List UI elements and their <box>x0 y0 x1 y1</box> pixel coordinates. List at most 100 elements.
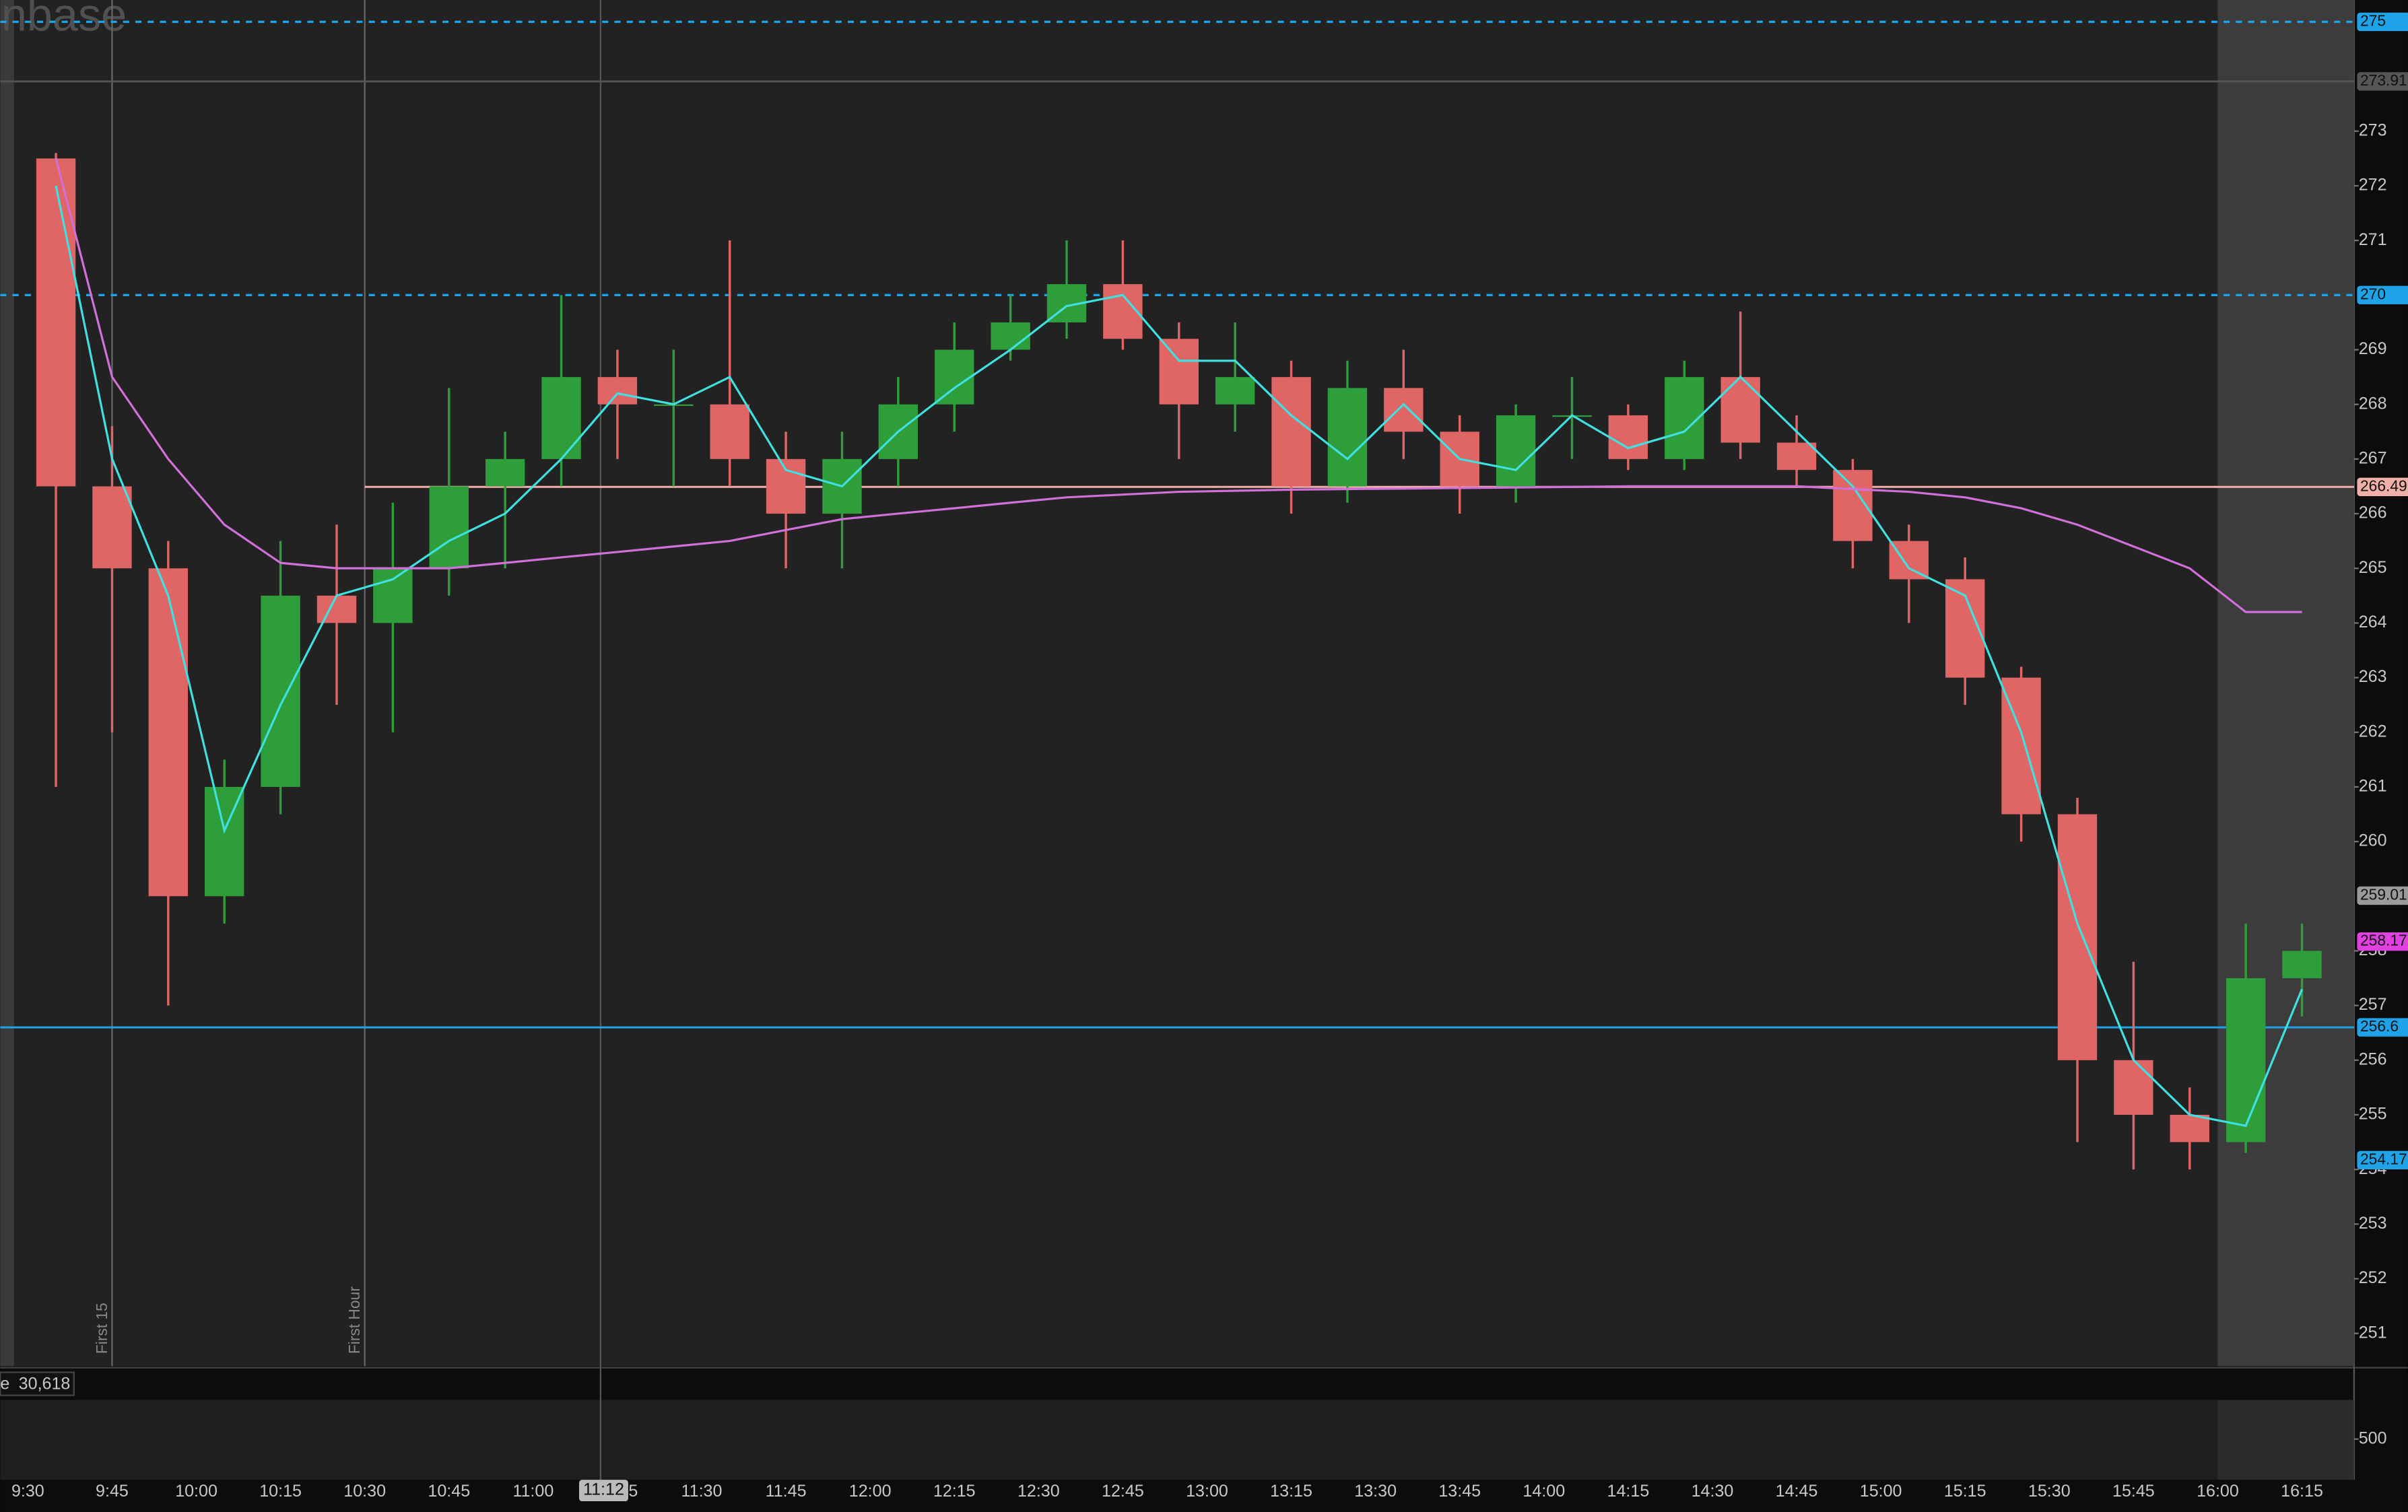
watermark: inbase <box>0 0 127 40</box>
level-label-box <box>2357 1018 2408 1037</box>
x-tick-label: 11:30 <box>681 1482 723 1501</box>
x-tick-label: 12:45 <box>1102 1482 1144 1501</box>
level-label-box <box>2357 477 2408 496</box>
extended-hours-volume-shade <box>2217 1400 2354 1480</box>
level-label-box <box>2357 12 2408 32</box>
x-tick-label: 10:15 <box>259 1482 302 1501</box>
x-tick-label: 9:30 <box>11 1482 44 1501</box>
level-label: 256.6 <box>2360 1017 2399 1035</box>
x-tick-label: 10:30 <box>343 1482 386 1501</box>
x-tick-label: 15:00 <box>1860 1482 1902 1501</box>
candle-body <box>991 322 1030 350</box>
level-label-box <box>2357 285 2408 305</box>
y-tick-label: 252 <box>2359 1268 2387 1287</box>
x-tick-label: 15:15 <box>1944 1482 1986 1501</box>
level-label: 273.91 <box>2360 71 2407 89</box>
x-tick-label: 16:15 <box>2281 1482 2323 1501</box>
overlay-line <box>55 158 2302 613</box>
price-label: 258.17 <box>2360 932 2407 949</box>
x-tick-label: 9:45 <box>96 1482 129 1501</box>
candle-body <box>1720 377 1760 443</box>
x-tick-label: 13:15 <box>1270 1482 1312 1501</box>
candle-body <box>1271 377 1311 487</box>
price-label: 259.01 <box>2360 885 2407 903</box>
candle-body <box>261 595 300 787</box>
y-tick-label: 267 <box>2359 448 2387 467</box>
candle-body <box>2057 814 2098 1060</box>
x-tick-label: 10:00 <box>175 1482 218 1501</box>
x-tick-label: 12:15 <box>933 1482 976 1501</box>
x-tick-label: 13:00 <box>1186 1482 1228 1501</box>
y-tick-label: 262 <box>2359 722 2387 741</box>
candle-body <box>1327 388 1368 487</box>
candle-body <box>2114 1060 2153 1115</box>
y-tick-label: 257 <box>2359 995 2387 1014</box>
candle-body <box>2170 1114 2209 1142</box>
price-label-box <box>2357 886 2408 905</box>
y-tick-label: 266 <box>2359 504 2387 522</box>
y-tick-label: 272 <box>2359 176 2387 195</box>
candle-body <box>429 486 469 569</box>
candle-body <box>148 568 189 897</box>
extended-hours-shade <box>2217 0 2354 1367</box>
premarket-shade <box>0 0 14 1367</box>
cursor-label-box <box>578 1480 628 1502</box>
y-tick-label: 264 <box>2359 613 2387 631</box>
level-label: 275 <box>2360 11 2386 29</box>
volume-pane <box>0 1400 2354 1480</box>
candle-body <box>935 349 974 405</box>
y-tick-label: 273 <box>2359 121 2387 139</box>
candle-body <box>1159 339 1199 405</box>
level-label: 270 <box>2360 285 2386 302</box>
x-tick-label: 14:00 <box>1523 1482 1565 1501</box>
candle-body <box>1496 415 1536 487</box>
x-tick-label: 14:15 <box>1607 1482 1650 1501</box>
candle-body <box>205 786 244 897</box>
overlay-line <box>55 185 2304 1128</box>
x-tick-label: 12:30 <box>1017 1482 1060 1501</box>
candle-body <box>710 404 749 459</box>
y-tick-label: 265 <box>2359 558 2387 577</box>
level-label-box <box>2357 72 2408 91</box>
candle-body <box>1608 415 1648 459</box>
y-tick-label: 269 <box>2359 339 2387 358</box>
candle-body <box>316 595 357 623</box>
session-marker-label: First 15 <box>93 1303 110 1354</box>
x-tick-label: 16:00 <box>2197 1482 2239 1501</box>
x-tick-label: 14:45 <box>1776 1482 1818 1501</box>
volume-header <box>0 1371 75 1396</box>
candle-body <box>373 568 413 623</box>
candle-body <box>766 458 806 514</box>
y-tick-label: 260 <box>2359 831 2387 850</box>
y-tick-label: 256 <box>2359 1050 2387 1068</box>
session-marker-label: First Hour <box>345 1286 363 1354</box>
x-tick-label: 10:45 <box>428 1482 470 1501</box>
price-label-box <box>2357 932 2408 951</box>
y-tick-label: 271 <box>2359 230 2387 249</box>
volume-title: e <box>0 1374 9 1393</box>
volume-total: 30,618 <box>19 1374 71 1393</box>
y-tick-label: 268 <box>2359 394 2387 413</box>
candle-body <box>597 377 638 405</box>
level-label: 266.49 <box>2360 477 2407 494</box>
candle-body <box>2226 978 2266 1142</box>
candle-body <box>541 377 581 459</box>
x-tick-label: 11:00 <box>512 1482 554 1501</box>
y-tick-label: 263 <box>2359 667 2387 686</box>
x-tick-label: 15:30 <box>2028 1482 2071 1501</box>
candle-body <box>485 458 525 487</box>
volume-y-tick-label: 500 <box>2359 1429 2387 1447</box>
candle-body <box>1384 388 1424 432</box>
x-tick-label: 11:45 <box>766 1482 807 1501</box>
candle-body <box>1215 377 1255 405</box>
y-tick-label: 253 <box>2359 1214 2387 1233</box>
x-tick-label: 12:00 <box>849 1482 892 1501</box>
candle-body <box>1776 442 1817 471</box>
x-tick-label: 13:45 <box>1438 1482 1481 1501</box>
y-tick-label: 251 <box>2359 1323 2387 1342</box>
x-tick-label: 14:30 <box>1692 1482 1734 1501</box>
y-tick-label: 255 <box>2359 1105 2387 1124</box>
price-label-box <box>2357 1150 2408 1170</box>
candle-body <box>92 486 132 569</box>
